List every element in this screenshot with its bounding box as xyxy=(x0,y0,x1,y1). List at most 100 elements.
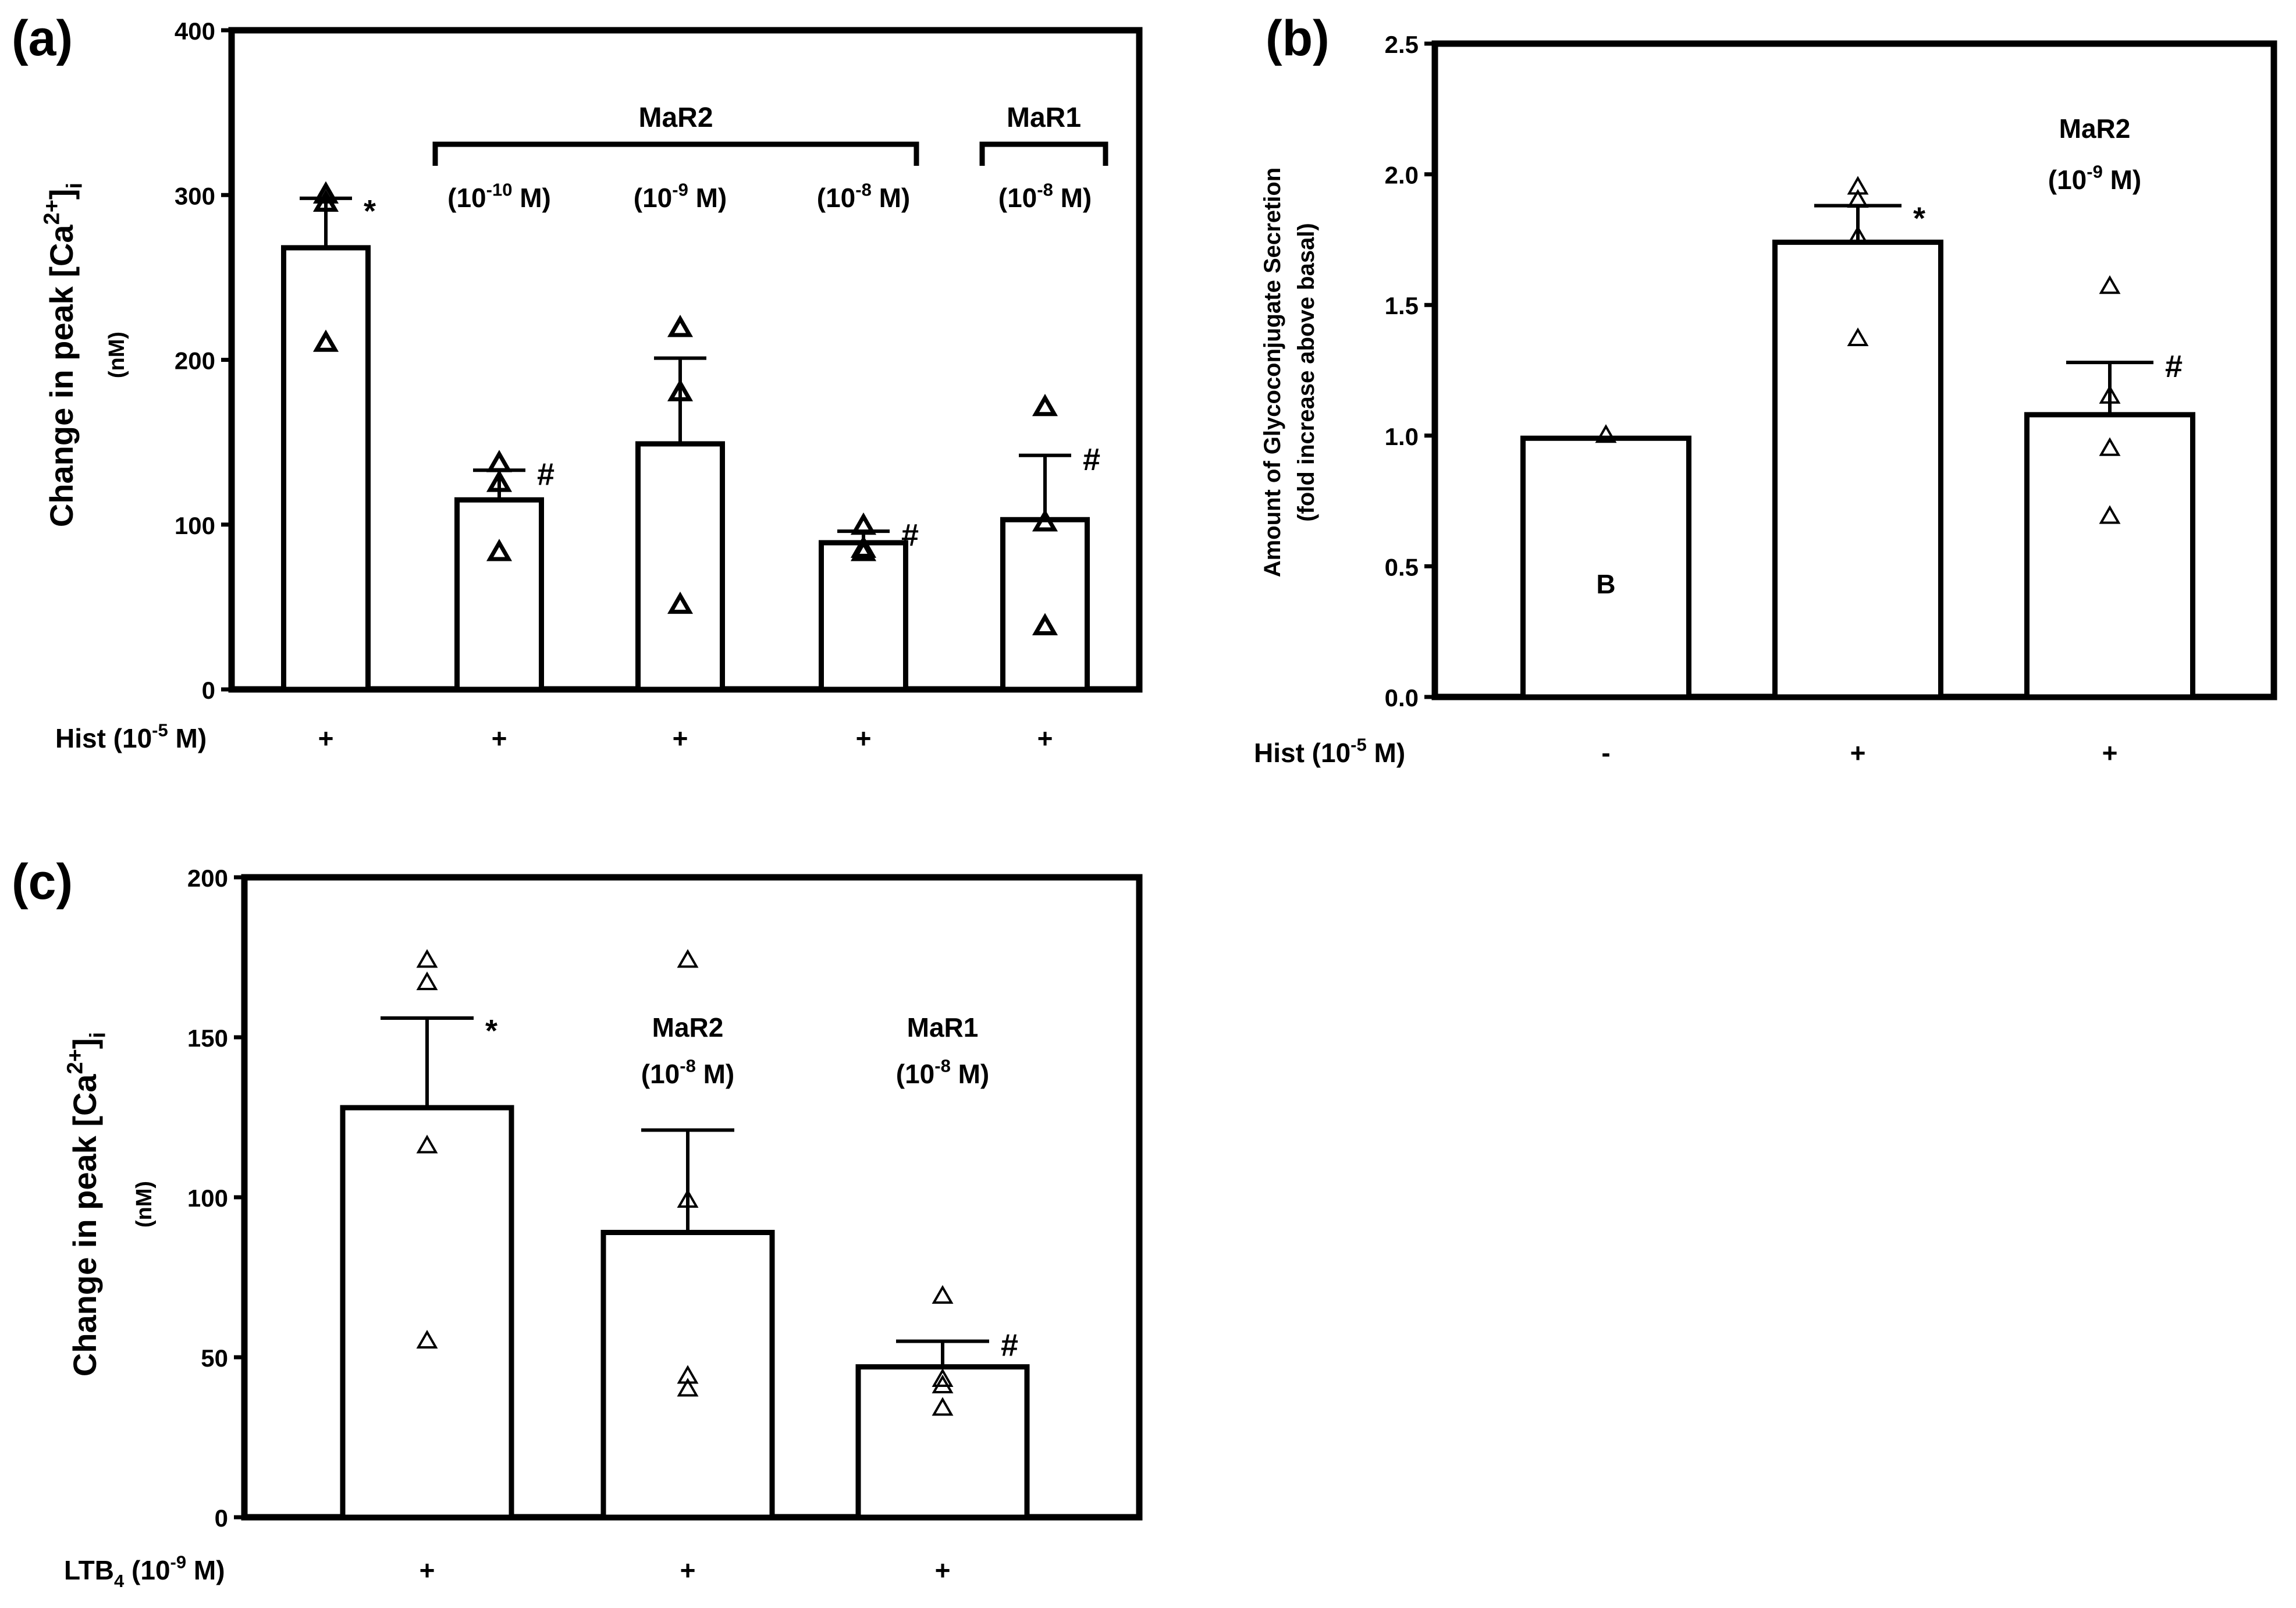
treatment-note-name: MaR2 xyxy=(2059,113,2131,144)
data-point xyxy=(416,971,438,990)
data-point xyxy=(932,1374,954,1393)
data-point xyxy=(677,1189,699,1208)
y-tick-label: 50 xyxy=(201,1344,228,1372)
bar-note-concentration: (10-8​ M) xyxy=(641,1056,735,1089)
y-axis-label: Amount of Glycoconjugate Secretion xyxy=(1260,168,1285,578)
y-axis-unit: (nM) xyxy=(132,1181,157,1228)
significance-marker: * xyxy=(485,1013,497,1048)
data-point xyxy=(312,189,339,212)
panel-a: 0 100 200 300 400 * + # + + # + # + Hist (10-5​ M) (a) C… xyxy=(12,10,1143,753)
y-tick-label: 300 xyxy=(175,182,215,209)
bar xyxy=(600,1230,775,1520)
y-tick-label: 400 xyxy=(175,17,215,45)
data-point xyxy=(2099,275,2121,294)
data-point xyxy=(677,949,699,968)
bar-inner-label: B xyxy=(1596,569,1615,599)
y-axis-sublabel: (fold increase above basal) xyxy=(1293,223,1319,522)
panel-b: 0.0 0.5 1.0 1.5 2.0 2.5 B - * + # + Hist (10-5​ M) (b… xyxy=(1254,10,2277,768)
treatment-sign: + xyxy=(1037,723,1053,753)
group-bracket xyxy=(979,141,1108,166)
bar xyxy=(1000,517,1090,692)
significance-marker: # xyxy=(1083,442,1100,477)
y-tick-label: 150 xyxy=(187,1024,228,1052)
group-bracket xyxy=(432,141,919,166)
significance-marker: * xyxy=(364,194,376,229)
y-tick-label: 0.5 xyxy=(1385,553,1419,581)
treatment-sign: + xyxy=(935,1555,951,1585)
treatment-note-concentration: (10-9​ M) xyxy=(2048,162,2142,195)
significance-marker: * xyxy=(1913,201,1925,236)
treatment-sign: + xyxy=(492,723,507,753)
y-tick-label: 200 xyxy=(187,865,228,892)
data-point xyxy=(1847,188,1869,208)
data-point xyxy=(1595,424,1617,443)
bar-note-concentration: (10-8​ M) xyxy=(896,1056,990,1089)
bar xyxy=(2024,412,2195,700)
data-point xyxy=(932,1397,954,1416)
y-tick-label: 2.5 xyxy=(1385,31,1419,58)
data-point xyxy=(1032,613,1058,636)
data-point xyxy=(2099,505,2121,524)
data-point xyxy=(312,181,339,204)
data-point xyxy=(416,1134,438,1154)
treatment-sign: - xyxy=(1601,738,1610,768)
concentration-label: (10-9​ M) xyxy=(634,180,727,213)
significance-marker: # xyxy=(2165,349,2183,384)
data-point xyxy=(416,1329,438,1349)
y-axis-label: Change in peak [Ca2+​]i​ xyxy=(40,183,87,527)
treatment-row-label: LTB4​ (10-9​ M) xyxy=(64,1552,225,1591)
treatment-sign: + xyxy=(1850,738,1866,768)
y-tick-label: 2.0 xyxy=(1385,162,1419,189)
bar xyxy=(1520,435,1691,700)
group-label: MaR2 xyxy=(638,102,713,133)
significance-marker: # xyxy=(901,518,919,553)
data-point xyxy=(1032,393,1058,417)
bar xyxy=(819,540,908,692)
data-point xyxy=(667,314,694,337)
concentration-label: (10-10​ M) xyxy=(447,180,551,213)
treatment-sign: + xyxy=(318,723,334,753)
y-tick-label: 1.0 xyxy=(1385,423,1419,450)
y-tick-label: 0 xyxy=(202,677,215,704)
treatment-sign: + xyxy=(420,1555,435,1585)
bar xyxy=(281,245,371,692)
y-tick-label: 1.5 xyxy=(1385,292,1419,319)
y-tick-label: 100 xyxy=(175,512,215,539)
data-point xyxy=(1032,509,1058,532)
data-point xyxy=(2099,385,2121,404)
treatment-row-label: Hist (10-5​ M) xyxy=(1254,735,1405,768)
y-tick-label: 100 xyxy=(187,1184,228,1212)
y-axis-unit: (nM) xyxy=(105,332,129,378)
concentration-label: (10-8​ M) xyxy=(998,180,1092,213)
data-point xyxy=(416,949,438,968)
y-tick-label: 0 xyxy=(215,1504,228,1532)
data-point xyxy=(1847,225,1869,244)
panel-label: (a) xyxy=(12,10,73,66)
data-point xyxy=(677,1378,699,1397)
bar xyxy=(855,1364,1030,1520)
panel-label: (b) xyxy=(1266,10,1330,66)
significance-marker: # xyxy=(537,457,555,492)
group-label: MaR1 xyxy=(1007,102,1081,133)
data-point xyxy=(312,329,339,352)
data-point xyxy=(1847,327,1869,347)
bar-note-name: MaR2 xyxy=(652,1012,724,1043)
data-point xyxy=(486,450,513,472)
y-tick-label: 0.0 xyxy=(1385,684,1419,711)
bar xyxy=(635,441,725,692)
bar xyxy=(454,497,544,692)
data-point xyxy=(932,1285,954,1304)
data-point xyxy=(2099,437,2121,456)
significance-marker: # xyxy=(1001,1328,1018,1363)
panel-c: 0 50 100 150 200 * + + # + LTB4​ (10-9​ M) (c) Chang… xyxy=(12,854,1143,1591)
data-point xyxy=(486,469,513,492)
bar xyxy=(1772,239,1943,700)
y-axis-label: Change in peak [Ca2+​]i​ xyxy=(63,1032,110,1376)
concentration-label: (10-8​ M) xyxy=(817,180,911,213)
treatment-row-label: Hist (10-5​ M) xyxy=(55,720,207,753)
data-point xyxy=(486,539,513,561)
data-point xyxy=(677,1365,699,1384)
treatment-sign: + xyxy=(2102,738,2118,768)
bar xyxy=(340,1105,514,1520)
